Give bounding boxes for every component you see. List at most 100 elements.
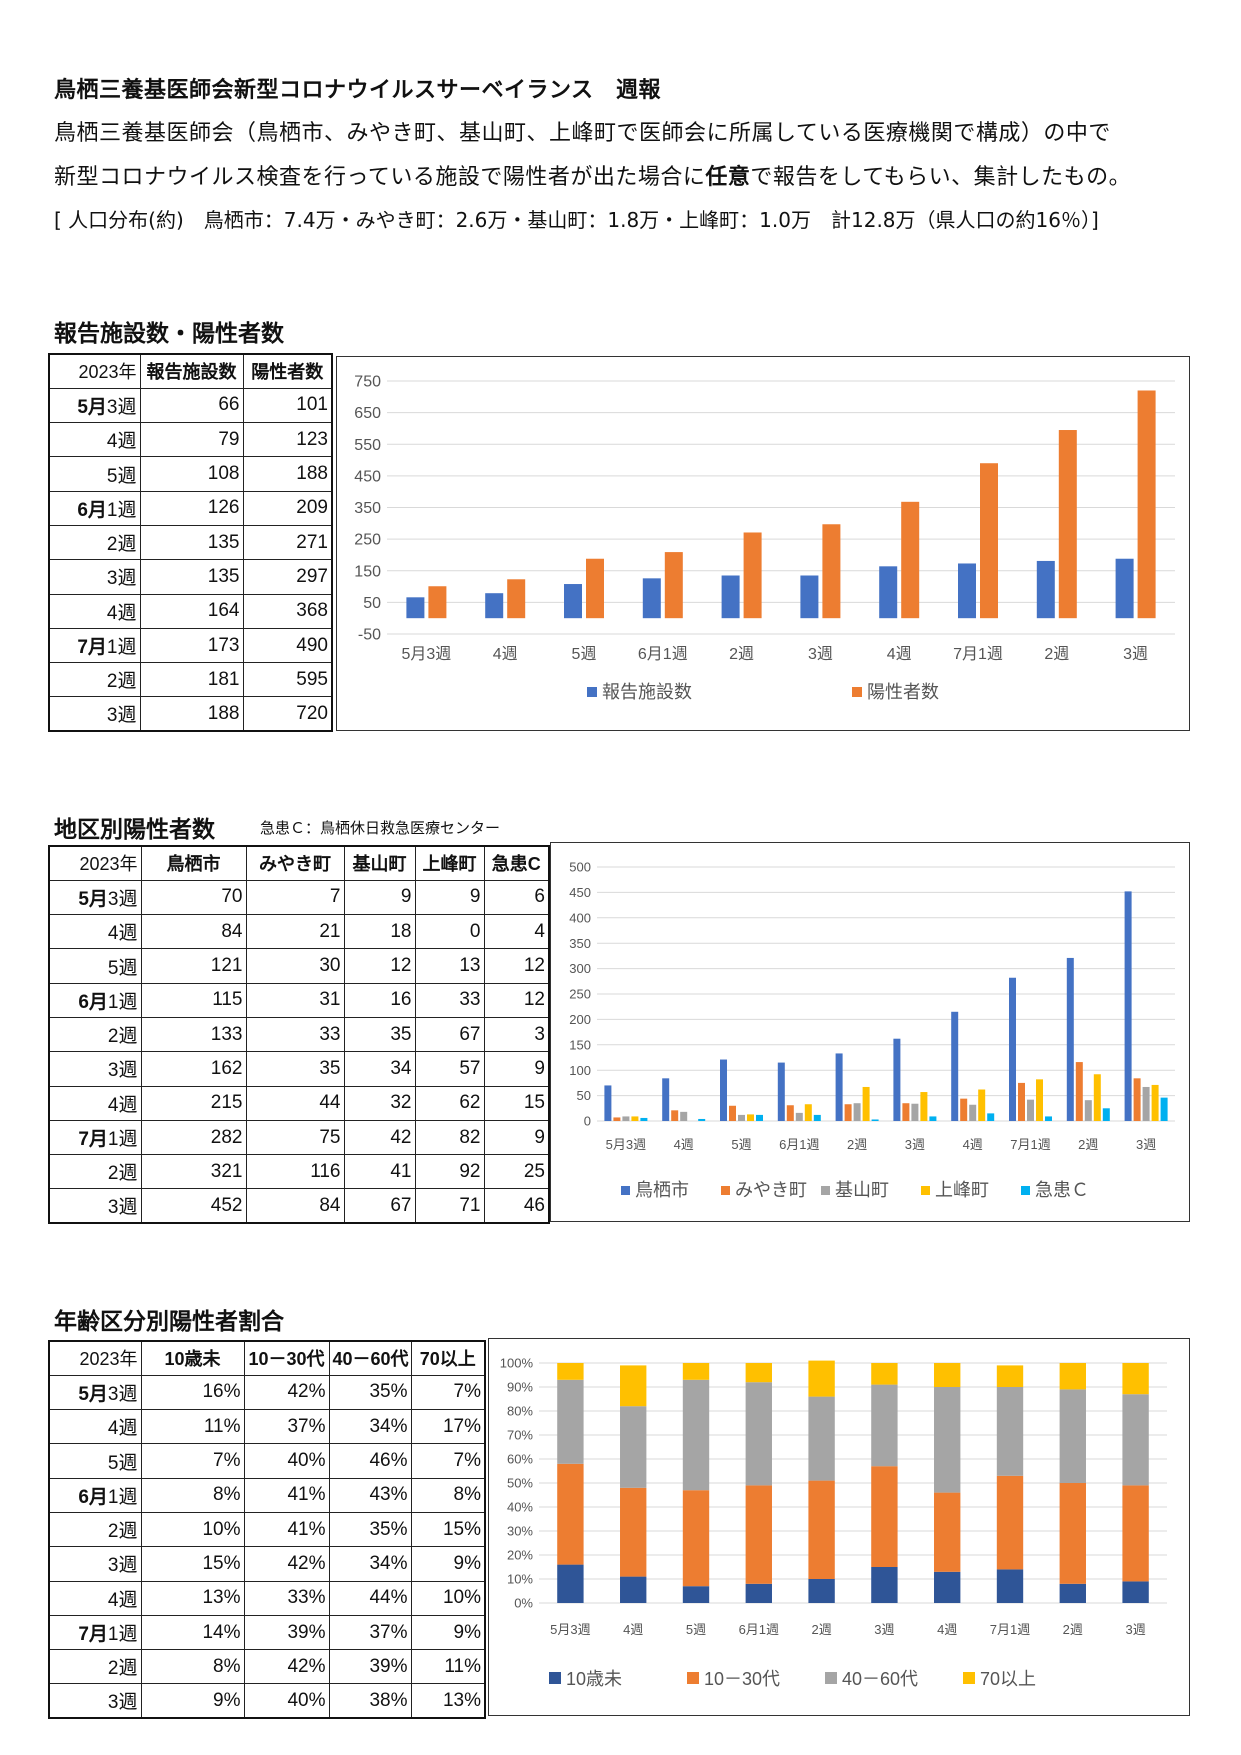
legend-label: 鳥栖市 xyxy=(635,1180,689,1200)
facilities-table: 2023年 報告施設数 陽性者数 5月3週 66 101 4週 79 123 5週 108 188 6月… xyxy=(48,353,333,733)
age-chart-svg: 100% 90% 80% 70% 60% 50% 40% 30% 20% 10% 0% 5月3週 4週 5… xyxy=(500,1356,1167,1689)
region-row: 2週 321 116 41 92 25 xyxy=(48,1154,550,1190)
y-tick-label: 400 xyxy=(569,910,591,925)
age-week-cell: 3週 xyxy=(48,1683,142,1719)
bar xyxy=(1093,1074,1101,1121)
facilities-week-cell: 3週 xyxy=(48,559,141,595)
facilities-value-cell: 490 xyxy=(242,627,333,664)
legend-swatch xyxy=(621,1186,630,1195)
facilities-week-cell: 7月1週 xyxy=(48,627,141,664)
bar xyxy=(853,1103,861,1121)
age-value-cell: 9% xyxy=(410,1546,486,1582)
region-value-cell: 33 xyxy=(414,982,485,1018)
age-row: 5週 7% 40% 46% 7% xyxy=(48,1443,486,1479)
region-row: 7月1週 282 75 42 82 9 xyxy=(48,1119,550,1156)
x-tick-label: 4週 xyxy=(963,1137,983,1152)
x-tick-label: 3週 xyxy=(808,645,833,663)
description-pre: 新型コロナウイルス検査を行っている施設で陽性者が出た場合に xyxy=(54,165,706,190)
bar-segment xyxy=(682,1490,710,1587)
bar xyxy=(1102,1108,1110,1121)
region-header-cell: 鳥栖市 xyxy=(140,845,247,881)
bar xyxy=(893,1038,901,1121)
week-label: 2週 xyxy=(107,1163,138,1185)
age-value-cell: 33% xyxy=(243,1580,330,1616)
bar-segment xyxy=(557,1564,584,1603)
region-value-cell: 9 xyxy=(414,879,485,916)
bar-segment xyxy=(808,1579,835,1603)
week-label: 1週 xyxy=(107,1129,138,1151)
bar xyxy=(1058,430,1077,619)
bar-segment xyxy=(934,1492,961,1572)
week-label: 1週 xyxy=(106,637,137,659)
bar xyxy=(902,1103,910,1121)
facilities-week-cell: 5月3週 xyxy=(48,387,141,424)
bar-segment xyxy=(1122,1581,1149,1603)
bar xyxy=(721,575,740,619)
facilities-row: 7月1週 173 490 xyxy=(48,627,333,664)
age-value-cell: 42% xyxy=(243,1649,330,1685)
bar xyxy=(1075,1062,1083,1121)
y-tick-label: 550 xyxy=(354,437,381,454)
y-tick-label: 350 xyxy=(354,500,381,517)
month-label: 5月 xyxy=(78,888,108,910)
week-label: 4週 xyxy=(106,602,137,624)
age-value-cell: 42% xyxy=(243,1374,330,1411)
age-value-cell: 42% xyxy=(243,1546,330,1582)
region-value-cell: 25 xyxy=(483,1154,550,1190)
facilities-chart: 750 650 550 450 350 250 150 50 -50 5月3週 4週 5週 6月1週 2週… xyxy=(336,356,1190,731)
bar-segment xyxy=(871,1567,898,1603)
age-value-cell: 34% xyxy=(328,1546,412,1582)
week-label: 1週 xyxy=(106,499,137,521)
region-week-cell: 4週 xyxy=(48,1085,142,1121)
y-tick-label: 50 xyxy=(577,1088,591,1103)
facilities-row: 4週 79 123 xyxy=(48,422,333,458)
x-tick-label: 4週 xyxy=(493,645,518,663)
y-tick-label: 70% xyxy=(507,1428,533,1443)
bar-segment xyxy=(1059,1583,1086,1603)
y-tick-label: -50 xyxy=(358,627,381,644)
region-header-cell: 基山町 xyxy=(343,845,416,881)
x-tick-label: 2週 xyxy=(1078,1137,1098,1152)
facilities-row: 6月1週 126 209 xyxy=(48,490,333,526)
facilities-value-cell: 123 xyxy=(242,422,333,458)
legend-label: 基山町 xyxy=(835,1180,889,1200)
bar xyxy=(901,501,920,619)
region-week-cell: 2週 xyxy=(48,1016,142,1053)
facilities-header-cell: 2023年 xyxy=(48,353,141,389)
age-value-cell: 35% xyxy=(328,1374,412,1411)
week-label: 3週 xyxy=(106,568,137,590)
legend-swatch xyxy=(821,1186,830,1195)
age-value-cell: 41% xyxy=(243,1477,330,1513)
region-value-cell: 67 xyxy=(414,1016,485,1053)
region-value-cell: 21 xyxy=(245,914,345,950)
region-value-cell: 4 xyxy=(483,914,550,950)
region-value-cell: 321 xyxy=(140,1154,247,1190)
week-label: 4週 xyxy=(106,431,137,453)
age-value-cell: 37% xyxy=(243,1409,330,1445)
region-value-cell: 162 xyxy=(140,1051,247,1087)
age-value-cell: 40% xyxy=(243,1443,330,1479)
age-row: 7月1週 14% 39% 37% 9% xyxy=(48,1614,486,1651)
section-title-facilities: 報告施設数・陽性者数 xyxy=(54,321,284,347)
region-value-cell: 84 xyxy=(245,1188,345,1224)
region-value-cell: 13 xyxy=(414,948,485,984)
y-tick-label: 350 xyxy=(569,936,591,951)
week-label: 2週 xyxy=(107,1658,138,1680)
bar xyxy=(747,1114,754,1121)
bar xyxy=(640,1117,648,1121)
region-value-cell: 35 xyxy=(343,1016,416,1053)
age-value-cell: 41% xyxy=(243,1511,330,1548)
region-value-cell: 12 xyxy=(343,948,416,984)
facilities-value-cell: 126 xyxy=(139,490,244,526)
y-tick-label: 90% xyxy=(507,1380,533,1395)
region-value-cell: 67 xyxy=(343,1188,416,1224)
bar xyxy=(1133,1078,1141,1121)
bar-segment xyxy=(682,1363,710,1380)
bar-segment xyxy=(745,1363,772,1383)
week-label: 3週 xyxy=(106,396,137,418)
bar-segment xyxy=(934,1571,961,1603)
y-tick-label: 10% xyxy=(507,1572,533,1587)
bar-segment xyxy=(620,1487,647,1577)
legend-label: 上峰町 xyxy=(935,1180,989,1200)
facilities-week-cell: 4週 xyxy=(48,422,141,458)
